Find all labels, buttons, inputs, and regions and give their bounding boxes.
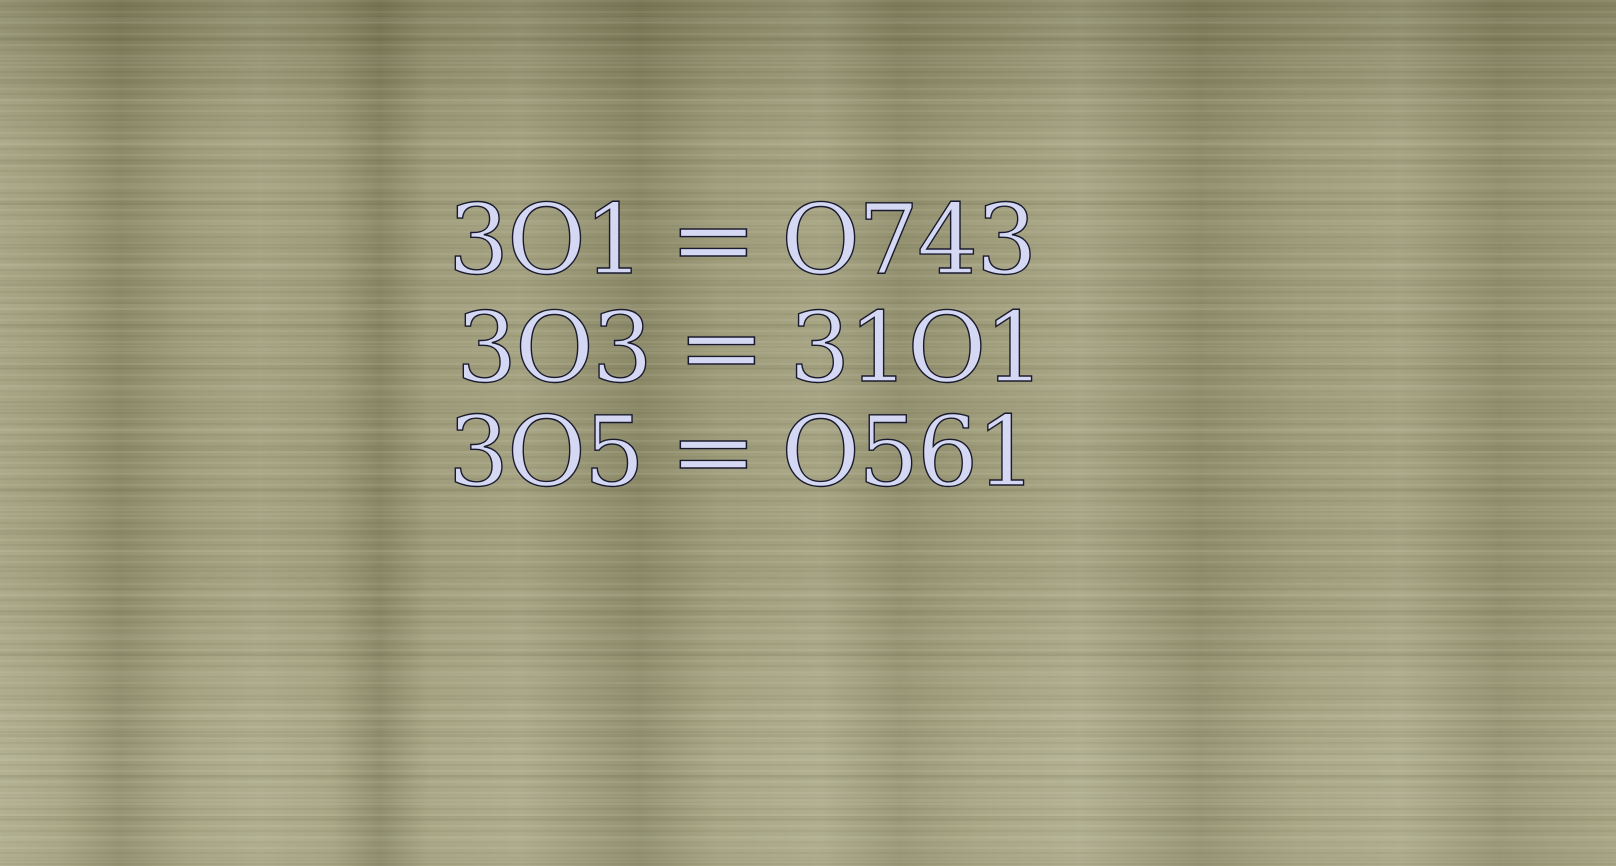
clue-1-left: 3O1 bbox=[447, 184, 645, 296]
clue-line-2: 3O3 = 31O1 bbox=[455, 292, 1046, 404]
clue-3-equals: = bbox=[668, 396, 758, 508]
clue-1-right: O743 bbox=[781, 184, 1038, 296]
clue-2-right: 31O1 bbox=[789, 292, 1046, 404]
clue-3-right: O561 bbox=[781, 396, 1038, 508]
clue-line-1: 3O1 = O743 bbox=[447, 184, 1038, 296]
puzzle-clues: 3O1 = O743 3O3 = 31O1 3O5 = O561 bbox=[447, 184, 1068, 516]
clue-1-equals: = bbox=[668, 184, 758, 296]
clue-3-left: 3O5 bbox=[447, 396, 645, 508]
clue-2-left: 3O3 bbox=[455, 292, 653, 404]
clue-line-3: 3O5 = O561 bbox=[447, 396, 1038, 508]
clue-2-equals: = bbox=[676, 292, 766, 404]
